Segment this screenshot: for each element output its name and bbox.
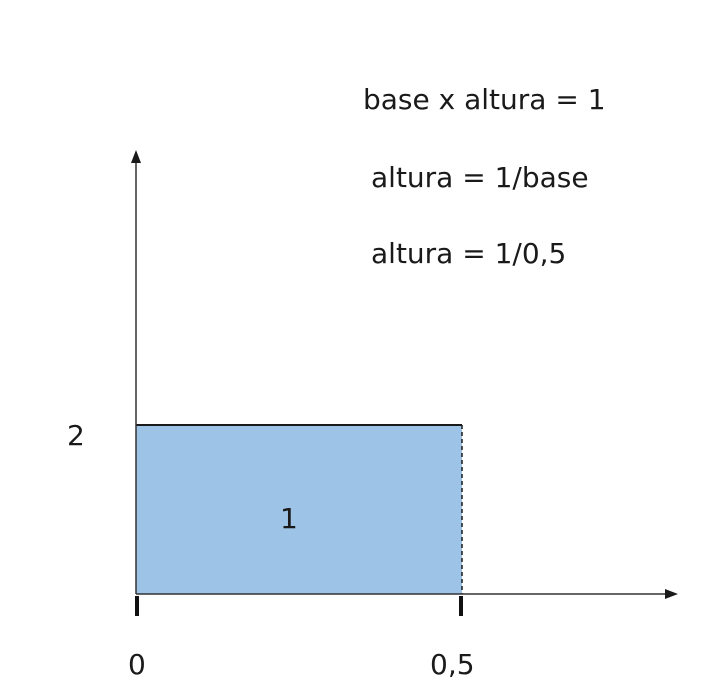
y-tick-label: 2: [67, 419, 85, 452]
x-axis-arrowhead: [665, 589, 678, 599]
equation-height-value: altura = 1/0,5: [371, 237, 567, 270]
area-rectangle: [136, 425, 462, 594]
x-tick-label-start: 0: [128, 648, 146, 681]
y-axis-arrowhead: [131, 150, 141, 163]
area-label: 1: [280, 502, 298, 535]
x-tick-label-end: 0,5: [430, 648, 475, 681]
equation-height-over-base: altura = 1/base: [371, 161, 589, 194]
equation-base-times-height: base x altura = 1: [363, 83, 606, 116]
